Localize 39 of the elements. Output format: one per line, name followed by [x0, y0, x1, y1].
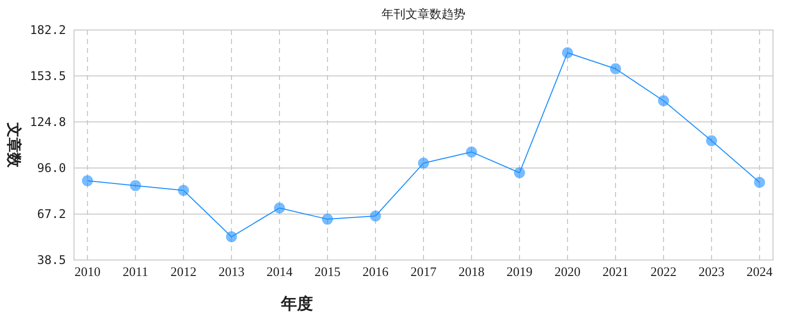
point [274, 202, 285, 214]
x-tick-label: 2015 [314, 264, 340, 279]
point [754, 176, 766, 188]
point [82, 175, 93, 186]
x-tick-label: 2021 [602, 264, 629, 279]
x-tick-label: 2014 [266, 264, 293, 279]
x-tick-label: 2023 [698, 264, 725, 279]
point [706, 135, 718, 146]
y-tick-label: 153.5 [30, 68, 66, 83]
point [514, 167, 526, 178]
x-tick-label: 2017 [410, 264, 437, 279]
point [178, 184, 189, 196]
x-tick-label: 2024 [746, 264, 774, 279]
point [130, 180, 141, 192]
point [322, 214, 333, 225]
x-tick-label: 2011 [122, 264, 148, 279]
x-tick-label: 2020 [554, 264, 581, 279]
x-tick-label: 2019 [506, 264, 533, 279]
x-tick-label: 2013 [218, 264, 244, 279]
y-tick-label: 96.0 [37, 160, 66, 175]
point [418, 158, 429, 169]
x-tick-label: 2022 [650, 264, 677, 279]
y-tick-label: 182.2 [30, 23, 66, 37]
y-tick-label: 124.8 [30, 114, 66, 129]
x-axis-title: 年度 [280, 294, 313, 313]
point [226, 231, 237, 242]
point [370, 210, 381, 222]
x-tick-label: 2010 [74, 264, 100, 279]
y-axis-title: 文章数 [5, 122, 23, 168]
chart-title: 年刊文章数趋势 [382, 7, 466, 21]
x-tick-label: 2012 [170, 264, 196, 279]
point [658, 95, 670, 106]
x-tick-label: 2018 [458, 264, 485, 279]
y-tick-label: 38.5 [37, 253, 66, 267]
y-tick-label: 67.2 [37, 207, 66, 222]
point [562, 47, 574, 58]
point [466, 146, 478, 158]
point [610, 63, 622, 74]
x-tick-label: 2016 [362, 264, 389, 279]
